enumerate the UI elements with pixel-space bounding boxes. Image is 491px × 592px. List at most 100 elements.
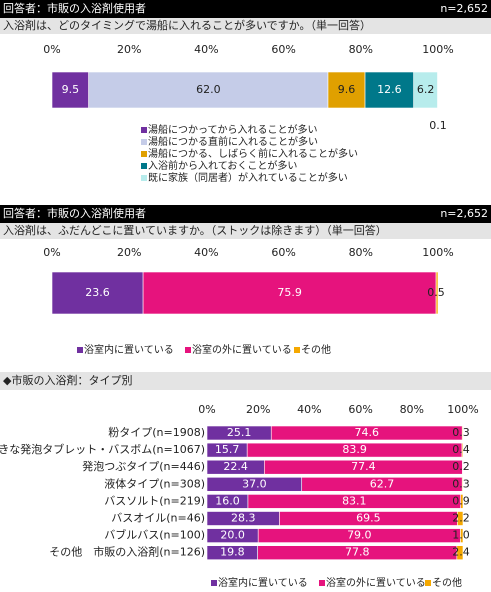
value-label: 15.7	[215, 443, 240, 456]
question: 入浴剤は、どのタイミングで湯船に入れることが多いですか。（単一回答）	[3, 18, 371, 32]
legend-label: 湯船につかってから入れることが多い	[148, 123, 318, 136]
value-label: 0.9	[452, 494, 470, 507]
legend-swatch	[141, 151, 147, 157]
question-bg	[0, 223, 491, 239]
legend-label: 既に家族（同居者）が入れていることが多い	[148, 171, 348, 184]
x-tick-label: 20%	[117, 43, 141, 56]
category-label: 発泡つぶタイプ(n=446)	[82, 459, 205, 473]
legend-label: 浴室内に置いている	[218, 576, 308, 589]
bar-segment	[461, 425, 464, 441]
question: 入浴剤は、ふだんどこに置いていますか。（ストックは除きます）（単一回答）	[3, 223, 387, 237]
header-bar	[0, 205, 491, 223]
question-bg	[0, 18, 491, 34]
bar-segment	[456, 545, 464, 561]
bar-segment	[460, 494, 464, 509]
x-tick-label: 80%	[349, 43, 373, 56]
legend-swatch	[141, 175, 147, 181]
value-label: 9.6	[338, 83, 356, 96]
bar-segment	[462, 459, 464, 475]
value-label: 62.7	[370, 477, 395, 490]
category-label: 粉タイプ(n=1908)	[108, 426, 205, 439]
legend-label: その他	[432, 576, 462, 589]
x-tick-label: 40%	[297, 403, 321, 416]
x-tick-label: 20%	[117, 246, 141, 259]
value-label: 0.5	[427, 286, 445, 299]
value-label: 6.2	[417, 83, 435, 96]
category-label: バスオイル(n=46)	[111, 512, 205, 525]
value-label: 77.4	[351, 460, 376, 473]
respondent: 回答者：市販の入浴剤使用者	[3, 1, 146, 15]
value-label: 83.9	[342, 443, 367, 456]
respondent: 回答者：市販の入浴剤使用者	[3, 206, 146, 220]
x-tick-label: 60%	[348, 403, 372, 416]
x-tick-label: 20%	[246, 403, 270, 416]
value-label: 0.3	[452, 477, 470, 490]
value-label: 16.0	[215, 494, 240, 507]
x-tick-label: 80%	[349, 246, 373, 259]
value-label: 77.8	[345, 546, 370, 559]
x-tick-label: 0%	[43, 43, 60, 56]
value-label: 1.0	[452, 529, 470, 542]
bar-segment	[435, 271, 439, 315]
value-label: 69.5	[356, 512, 381, 525]
category-label: バスソルト(n=219)	[104, 494, 205, 507]
section-title: ◆市販の入浴剤：タイプ別	[3, 373, 132, 387]
x-tick-label: 100%	[447, 403, 478, 416]
value-label: 83.1	[342, 494, 367, 507]
bar-segment	[51, 71, 89, 109]
bar-segment	[461, 476, 464, 492]
legend-label: 浴室内に置いている	[84, 343, 174, 356]
x-tick-label: 0%	[43, 246, 60, 259]
value-label: 62.0	[196, 83, 221, 96]
legend-swatch	[319, 580, 325, 586]
legend-label: 湯船につかる、しばらく前に入れることが多い	[148, 147, 358, 160]
bar-segment	[460, 528, 464, 543]
section-bg	[0, 372, 491, 390]
legend-swatch	[77, 347, 83, 353]
x-tick-label: 100%	[422, 246, 453, 259]
value-label: 22.4	[223, 460, 248, 473]
legend-swatch	[141, 139, 147, 145]
category-label: その他 市販の入浴剤(n=126)	[49, 545, 205, 559]
bar-segment	[364, 71, 414, 109]
value-label: 25.1	[227, 426, 252, 439]
value-label: 0.2	[452, 460, 470, 473]
header-bar	[0, 0, 491, 18]
x-tick-label: 60%	[271, 43, 295, 56]
value-label: 23.6	[85, 286, 110, 299]
value-label: 0.1	[429, 119, 447, 132]
value-label: 28.3	[231, 512, 256, 525]
category-label: 大きな発泡タブレット・バスボム(n=1067)	[0, 442, 205, 456]
bar-segment	[457, 511, 464, 526]
legend-label: 入浴前から入れておくことが多い	[148, 159, 297, 172]
legend-swatch	[141, 127, 147, 133]
sample-size: n=2,652	[440, 207, 488, 220]
legend-label: 湯船につかる直前に入れることが多い	[148, 135, 318, 148]
legend-swatch	[185, 347, 191, 353]
x-tick-label: 40%	[194, 246, 218, 259]
value-label: 0.4	[452, 443, 470, 456]
category-label: バブルバス(n=100)	[104, 528, 205, 542]
legend-swatch	[425, 580, 431, 586]
legend-label: 浴室の外に置いている	[326, 576, 426, 589]
value-label: 37.0	[242, 477, 267, 490]
value-label: 9.5	[62, 83, 80, 96]
value-label: 74.6	[354, 426, 379, 439]
legend-label: その他	[301, 343, 331, 356]
sample-size: n=2,652	[440, 2, 488, 15]
x-tick-label: 80%	[400, 403, 424, 416]
legend-swatch	[141, 163, 147, 169]
bar-segment	[461, 442, 464, 458]
legend-swatch	[211, 580, 217, 586]
value-label: 2.2	[452, 512, 470, 525]
x-tick-label: 40%	[194, 43, 218, 56]
value-label: 0.3	[452, 426, 470, 439]
bar-segment	[327, 71, 366, 109]
legend-swatch	[294, 347, 300, 353]
value-label: 19.8	[220, 546, 245, 559]
bar-segment	[142, 271, 437, 315]
value-label: 79.0	[347, 529, 372, 542]
value-label: 2.4	[452, 546, 470, 559]
value-label: 12.6	[377, 83, 402, 96]
